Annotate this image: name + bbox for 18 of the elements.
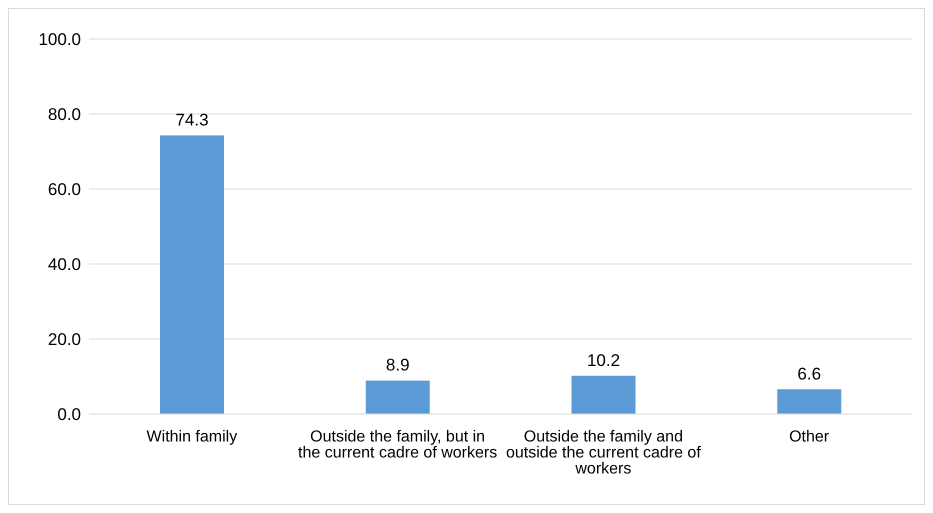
data-label: 6.6 [797, 364, 822, 384]
x-tick-label: Outside the family and outside the current cadre of workers [506, 428, 702, 478]
y-tick-label: 100.0 [38, 30, 81, 50]
x-tick-label: Outside the family, but in the current cadre of workers [298, 428, 498, 462]
bar [572, 376, 636, 414]
y-tick-label: 0.0 [57, 405, 81, 424]
y-tick-label: 40.0 [48, 255, 81, 274]
y-tick-label: 60.0 [48, 180, 81, 200]
bar [160, 135, 224, 414]
bar [366, 380, 430, 414]
y-tick-label: 80.0 [48, 105, 81, 124]
x-tick-label: Within family [146, 428, 238, 446]
y-tick-label: 20.0 [48, 330, 81, 350]
data-label: 8.9 [386, 356, 410, 375]
bar [777, 389, 842, 414]
x-tick-label: Other [789, 428, 830, 446]
data-label: 10.2 [586, 350, 620, 370]
data-label: 74.3 [175, 110, 209, 130]
